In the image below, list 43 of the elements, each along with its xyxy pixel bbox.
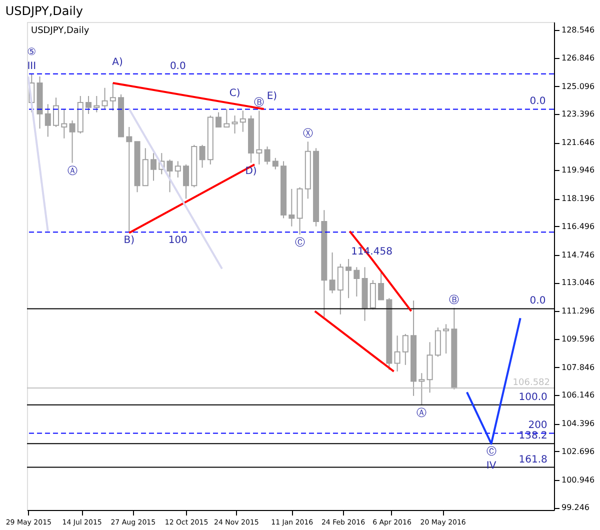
y-tick-label: 114.746: [562, 250, 595, 260]
ref-line-label: 106.582: [512, 378, 550, 388]
annotation: Ⓒ: [294, 236, 305, 249]
annotation: A): [112, 56, 124, 68]
y-tick-label: 121.646: [562, 138, 595, 148]
y-tick-label: 106.146: [562, 390, 595, 400]
annotation: Ⓧ: [302, 128, 313, 140]
annotation: Ⓑ: [254, 96, 264, 109]
annotation: Ⓒ: [486, 446, 496, 458]
annotation: III: [27, 60, 36, 72]
y-tick-label: 125.096: [562, 82, 595, 91]
annotation: 0.0: [530, 296, 546, 307]
y-tick-label: 107.846: [562, 362, 595, 372]
annotation: B): [124, 235, 135, 246]
annotation: 100.0: [518, 392, 548, 403]
annotation: Ⓐ: [67, 164, 78, 177]
y-tick-label: 99.246: [562, 503, 590, 512]
annotation: 138.2: [518, 430, 548, 442]
annotation: 0.0: [170, 60, 186, 72]
y-tick-label: 128.546: [562, 26, 595, 35]
y-tick-label: 119.946: [562, 166, 595, 175]
y-tick-label: 126.846: [562, 53, 595, 62]
y-tick-label: 111.296: [562, 306, 595, 316]
y-tick-label: 102.696: [562, 446, 595, 456]
y-tick-label: 116.496: [562, 222, 595, 231]
y-tick-label: 118.196: [562, 194, 595, 204]
y-tick-label: 113.046: [562, 278, 595, 288]
annotation: ⑤: [27, 46, 36, 58]
y-tick-label: 123.396: [562, 109, 595, 118]
chart-title: USDJPY,Daily: [5, 4, 84, 18]
annotation: Ⓑ: [449, 294, 460, 306]
y-tick-label: 100.946: [562, 475, 595, 484]
annotation: E): [266, 91, 278, 102]
y-tick-label: 104.396: [562, 419, 595, 428]
annotation: 161.8: [518, 454, 548, 466]
annotation: D): [245, 166, 257, 177]
y-tick-label: 109.596: [562, 334, 595, 344]
annotation: 100: [168, 235, 188, 246]
annotation: C): [229, 88, 240, 99]
annotation: 200: [528, 420, 548, 432]
annotation: USDJPY,Daily: [31, 26, 90, 36]
annotation: Ⓐ: [416, 406, 427, 419]
annotation: 0.0: [530, 96, 546, 108]
